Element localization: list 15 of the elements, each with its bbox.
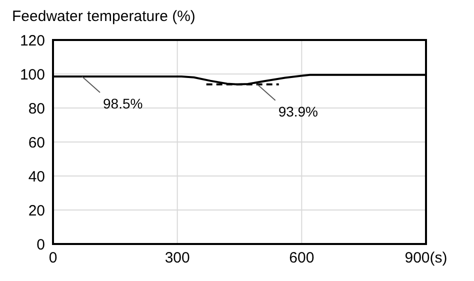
- annotation: 98.5%: [103, 96, 143, 112]
- y-tick-label: 0: [36, 236, 45, 254]
- x-tick-label: 300: [164, 250, 190, 267]
- y-tick-label: 80: [28, 100, 45, 118]
- y-tick-label: 40: [28, 168, 45, 186]
- line-series: [53, 74, 426, 86]
- annotation: 93.9%: [278, 103, 318, 120]
- y-tick-label: 20: [28, 202, 45, 220]
- y-tick-label: 120: [20, 32, 45, 50]
- y-tick-label: 60: [28, 134, 45, 152]
- x-tick-label: 0: [48, 250, 58, 267]
- x-tick-label: 900(s): [404, 250, 448, 267]
- chart-title: Feedwater temperature (%): [11, 8, 196, 27]
- y-tick-label: 100: [20, 66, 45, 84]
- x-tick-label: 600: [289, 250, 314, 267]
